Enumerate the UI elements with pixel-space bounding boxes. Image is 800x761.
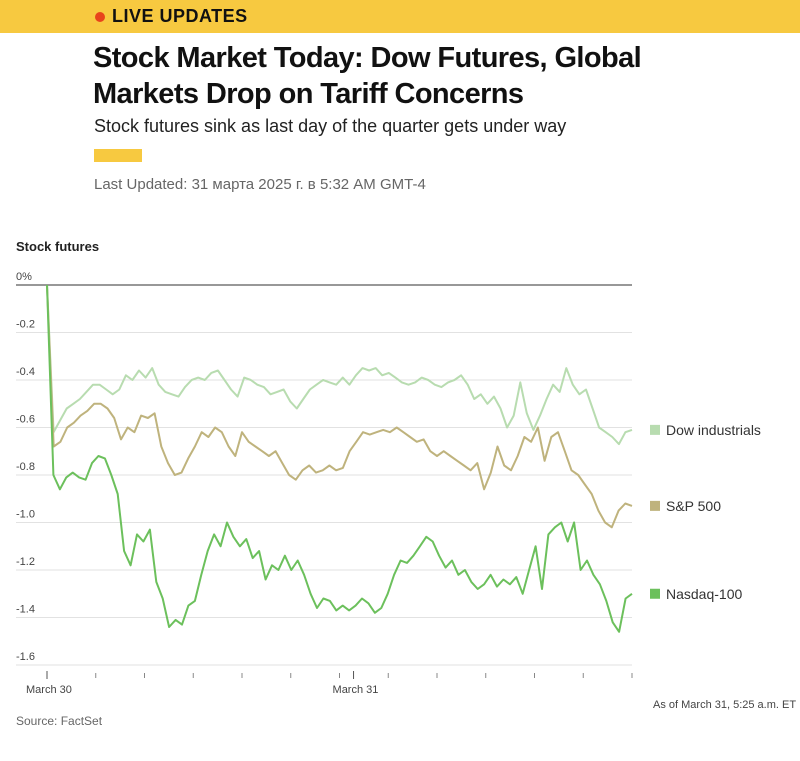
y-tick-label: 0% bbox=[16, 271, 32, 283]
legend-swatch bbox=[650, 424, 660, 435]
live-updates-label: LIVE UPDATES bbox=[112, 6, 248, 26]
y-tick-label: -1.4 bbox=[16, 604, 35, 616]
legend-label: Nasdaq-100 bbox=[666, 586, 742, 602]
stock-futures-chart: 0% -0.2 -0.4 -0.6 -0.8 -1.0 -1.2 -1.4 -1.6 March … bbox=[16, 271, 796, 711]
series-line-dow-industrials bbox=[46, 284, 633, 446]
last-updated: Last Updated: 31 марта 2025 г. в 5:32 AM… bbox=[94, 176, 426, 193]
live-updates-banner: LIVE UPDATES bbox=[0, 0, 800, 33]
article-headline: Stock Market Today: Dow Futures, Global … bbox=[93, 42, 642, 110]
accent-rule bbox=[94, 149, 142, 162]
x-tick-label: March 30 bbox=[26, 684, 72, 696]
y-tick-label: -0.8 bbox=[16, 461, 35, 473]
legend-swatch bbox=[650, 588, 660, 599]
chart-title: Stock futures bbox=[16, 239, 100, 254]
chart-source: Source: FactSet bbox=[16, 714, 103, 728]
y-tick-label: -1.2 bbox=[16, 556, 35, 568]
y-tick-label: -1.0 bbox=[16, 509, 35, 521]
article-subheadline: Stock futures sink as last day of the qu… bbox=[94, 116, 567, 136]
series-line-s-p-500 bbox=[46, 284, 633, 529]
live-dot-icon bbox=[95, 11, 105, 22]
legend-label: S&P 500 bbox=[666, 498, 721, 514]
legend-swatch bbox=[650, 500, 660, 511]
y-tick-label: -1.6 bbox=[16, 651, 35, 663]
y-tick-label: -0.6 bbox=[16, 414, 35, 426]
y-tick-label: -0.2 bbox=[16, 319, 35, 331]
chart-as-of-note: As of March 31, 5:25 a.m. ET bbox=[653, 699, 796, 711]
x-tick-label: March 31 bbox=[333, 684, 379, 696]
series-line-nasdaq-100 bbox=[46, 284, 633, 633]
y-tick-label: -0.4 bbox=[16, 366, 35, 378]
legend-label: Dow industrials bbox=[666, 422, 761, 438]
